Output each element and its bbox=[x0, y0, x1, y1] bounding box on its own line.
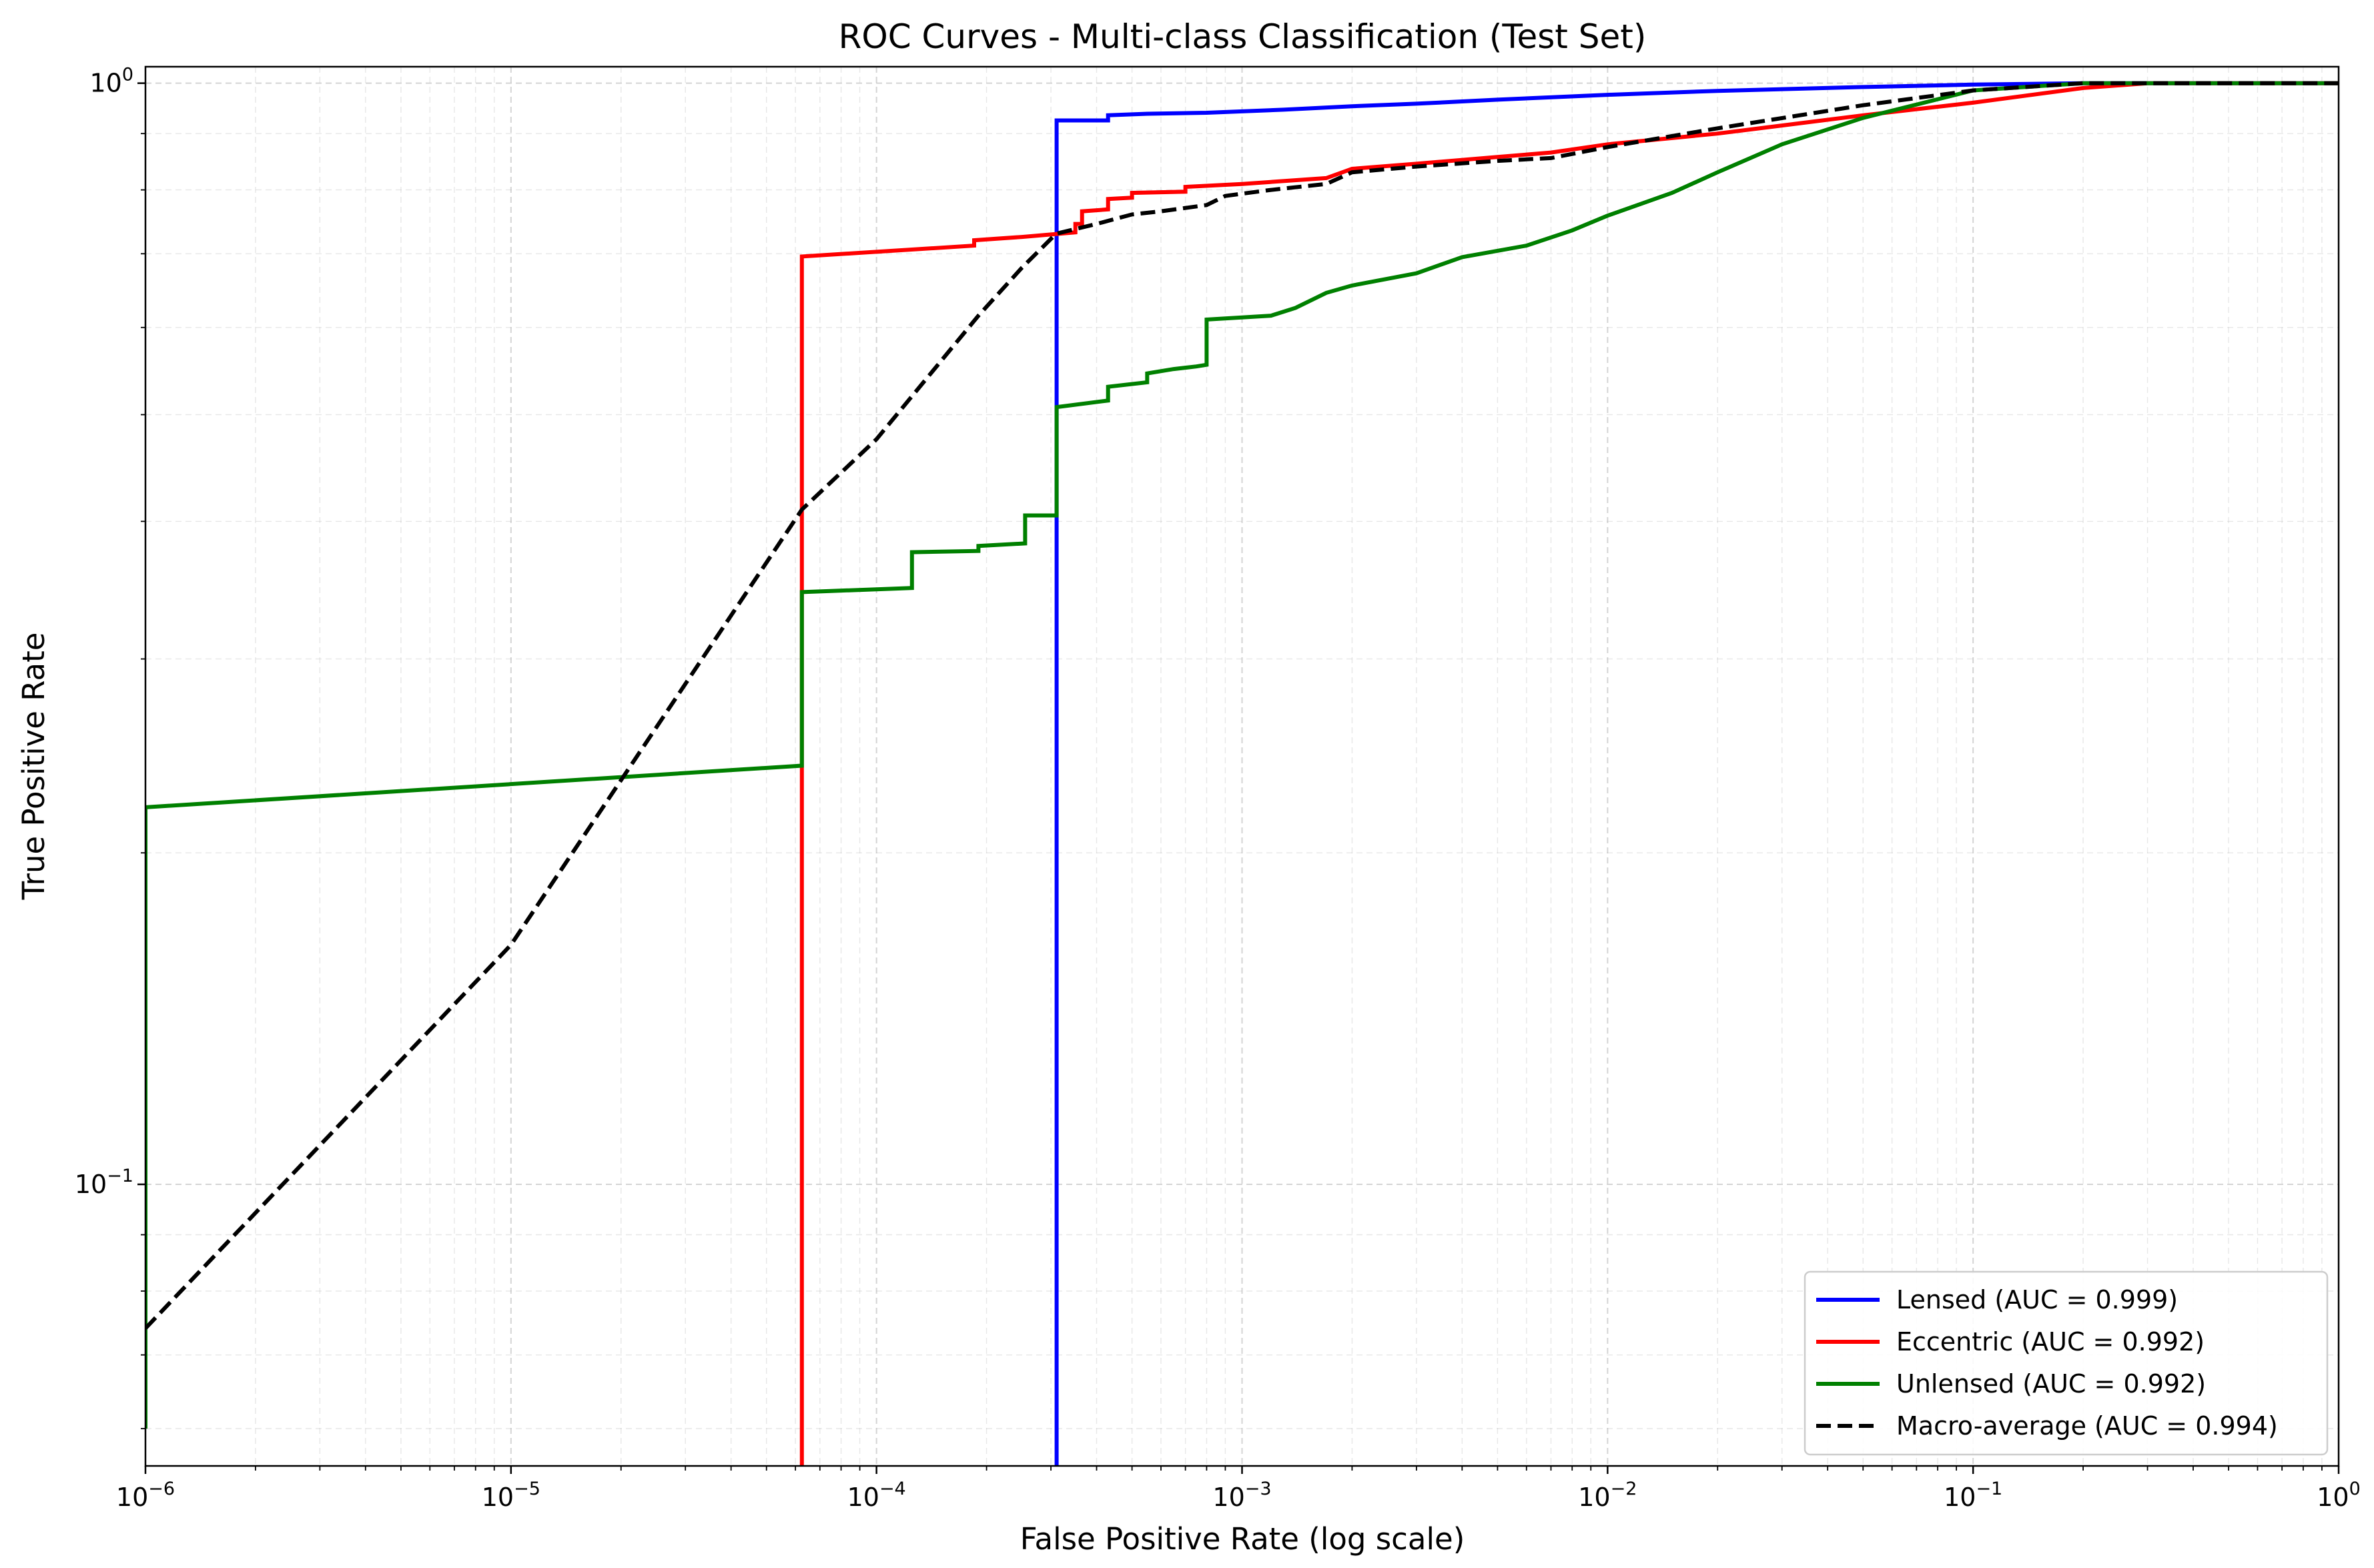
x-tick-label: 10−1 bbox=[1944, 1479, 2002, 1512]
y-tick-label-base: 10 bbox=[89, 69, 121, 98]
x-tick-label-exponent: −6 bbox=[148, 1479, 175, 1499]
x-tick-label-base: 10 bbox=[1944, 1483, 1976, 1512]
legend-entry-label: Lensed (AUC = 0.999) bbox=[1896, 1285, 2178, 1314]
legend-entry-label: Unlensed (AUC = 0.992) bbox=[1896, 1369, 2206, 1399]
x-tick-label: 10−3 bbox=[1212, 1479, 1271, 1512]
x-tick-label-exponent: −3 bbox=[1245, 1479, 1272, 1499]
legend: Lensed (AUC = 0.999) Eccentric (AUC = 0.9… bbox=[1804, 1270, 2329, 1456]
series-lines bbox=[145, 81, 2339, 1466]
y-tick-label: 100 bbox=[89, 65, 133, 98]
grid bbox=[145, 67, 2339, 1466]
x-tick-label-exponent: −5 bbox=[514, 1479, 540, 1499]
chart-title: ROC Curves - Multi-class Classification … bbox=[839, 17, 1647, 56]
x-tick-label-base: 10 bbox=[1212, 1483, 1244, 1512]
x-tick-label: 10−2 bbox=[1578, 1479, 1637, 1512]
series-line-1 bbox=[1054, 81, 2339, 1466]
x-tick-label-base: 10 bbox=[1578, 1483, 1610, 1512]
y-tick-label-exponent: 0 bbox=[122, 65, 133, 85]
x-tick-label-exponent: 0 bbox=[2349, 1479, 2361, 1499]
y-tick-label-exponent: −1 bbox=[107, 1166, 133, 1186]
legend-frame bbox=[1804, 1270, 2329, 1456]
x-tick-label-base: 10 bbox=[2317, 1483, 2349, 1512]
legend-entry-label: Macro-average (AUC = 0.994) bbox=[1896, 1411, 2278, 1441]
x-tick-label: 10−4 bbox=[847, 1479, 906, 1512]
legend-entry-label: Eccentric (AUC = 0.992) bbox=[1896, 1327, 2205, 1356]
y-axis-label: True Positive Rate bbox=[16, 633, 51, 901]
x-tick-label-base: 10 bbox=[847, 1483, 879, 1512]
x-tick-label-base: 10 bbox=[482, 1483, 514, 1512]
x-tick-label-base: 10 bbox=[116, 1483, 148, 1512]
series-line-2 bbox=[799, 81, 2339, 1466]
x-tick-label: 10−5 bbox=[482, 1479, 540, 1512]
y-tick-label-base: 10 bbox=[75, 1170, 107, 1199]
series-line-4 bbox=[145, 81, 2339, 1330]
x-tick-label-exponent: −1 bbox=[1976, 1479, 2002, 1499]
x-tick-label-exponent: −4 bbox=[879, 1479, 906, 1499]
series-line-3 bbox=[145, 81, 2339, 1429]
y-tick-label: 10−1 bbox=[75, 1166, 133, 1199]
x-tick-label-exponent: −2 bbox=[1611, 1479, 1637, 1499]
x-axis-label: False Positive Rate (log scale) bbox=[1020, 1521, 1465, 1557]
x-tick-label: 100 bbox=[2317, 1479, 2361, 1512]
x-tick-label: 10−6 bbox=[116, 1479, 175, 1512]
